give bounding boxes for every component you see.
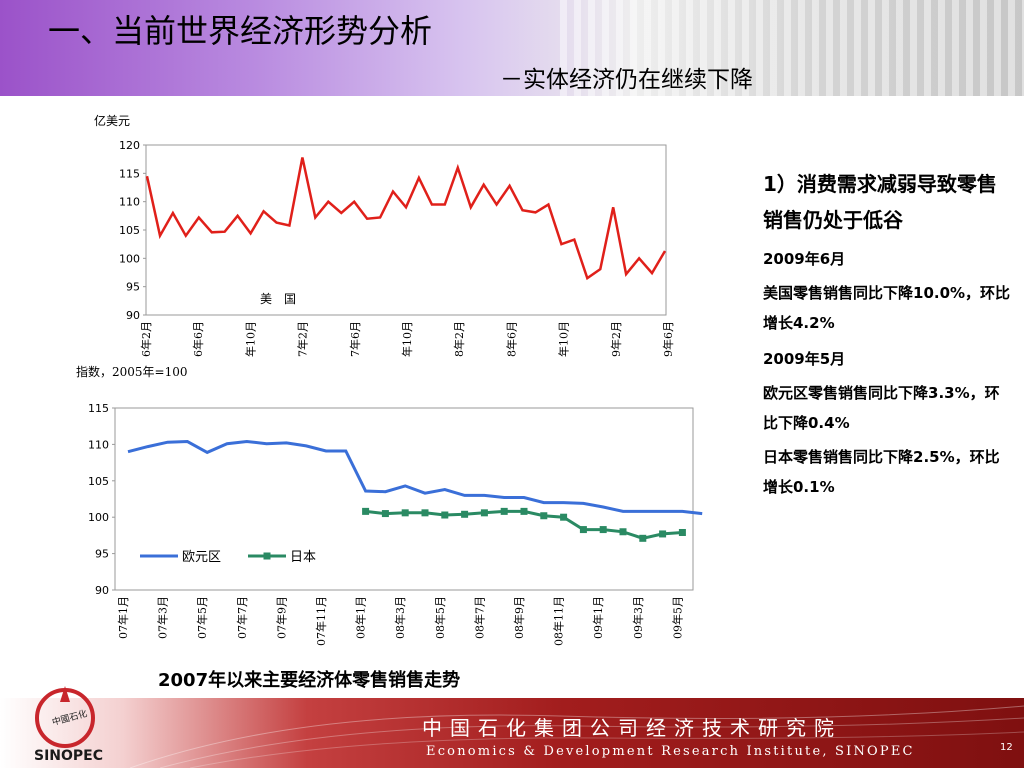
data-point-marker [362,507,370,515]
logo-text-en: SINOPEC [34,748,103,764]
x-tick-label: 07年5月 [195,596,209,639]
legend-jp-label: 日本 [290,550,316,565]
y-tick-label: 105 [88,475,109,488]
us-commentary: 美国零售销售同比下降10.0%，环比增长4.2% [763,284,1011,332]
x-tick-label: 09年5月 [670,596,684,639]
us-date: 2009年6月 [763,250,846,268]
data-point-marker [560,513,568,521]
us-chart-ylabel: 亿美元 [94,113,130,128]
x-tick-label: 6年6月 [191,321,205,357]
chart-caption: 2007年以来主要经济体零售销售走势 [158,670,461,691]
x-tick-label: 8年6月 [504,321,518,357]
data-point-marker [381,510,389,518]
data-point-marker [659,530,667,538]
jp-commentary: 日本零售销售同比下降2.5%，环比增长0.1% [763,448,1000,496]
eu-japan-retail-chart: 指数，2005年=100 90 95 100 105 110 115 07年1月 07年3月… [76,364,703,646]
data-point-marker [461,510,469,518]
x-tick-label: 08年9月 [512,596,526,639]
footer-decoration [129,705,1024,768]
eu-plot-area [114,407,694,591]
data-point-marker [421,509,429,517]
data-point-marker [520,507,528,515]
sinopec-logo: 中國石化 SINOPEC [34,686,103,764]
y-tick-label: 90 [126,309,140,322]
data-point-marker [480,509,488,517]
x-tick-label: 07年11月 [314,596,328,646]
x-tick-label: 08年5月 [433,596,447,639]
x-tick-label: 09年3月 [631,596,645,639]
x-tick-label: 07年1月 [116,596,130,639]
data-point-marker [579,526,587,534]
footer-banner [0,698,1024,768]
eu-date: 2009年5月 [763,350,846,368]
y-tick-label: 100 [119,252,140,265]
x-tick-label: 年10月 [243,321,257,357]
header-banner [0,0,1024,96]
data-point-marker [441,511,449,519]
x-tick-label: 08年1月 [354,596,368,639]
footer-org-cn: 中国石化集团公司经济技术研究院 [422,716,842,740]
y-tick-label: 115 [88,402,109,415]
x-tick-label: 08年11月 [552,596,566,646]
data-point-marker [619,528,627,536]
y-tick-label: 95 [95,548,109,561]
y-tick-label: 95 [126,281,140,294]
us-plot-area [145,144,667,316]
y-tick-label: 110 [119,196,140,209]
logo-text-cn: 中國石化 [51,707,89,728]
page-number: 12 [1000,742,1013,753]
y-tick-label: 100 [88,511,109,524]
x-tick-label: 07年9月 [274,596,288,639]
x-tick-label: 7年6月 [348,321,362,357]
y-tick-label: 105 [119,224,140,237]
data-point-marker [401,509,409,517]
y-tick-label: 110 [88,438,109,451]
page-title: 一、当前世界经济形势分析 [48,12,433,50]
x-tick-label: 07年7月 [235,596,249,639]
x-tick-label: 08年7月 [472,596,486,639]
x-tick-label: 7年2月 [296,321,310,357]
us-series-label: 美 国 [260,292,296,306]
x-tick-label: 年10月 [557,321,571,357]
eu-commentary: 欧元区零售销售同比下降3.3%，环比下降0.4% [763,384,1000,432]
y-tick-label: 90 [95,584,109,597]
x-tick-label: 6年2月 [139,321,153,357]
data-point-marker [639,534,647,542]
y-tick-label: 120 [119,139,140,152]
x-tick-label: 8年2月 [452,321,466,357]
x-tick-label: 年10月 [400,321,414,357]
data-point-marker [500,507,508,515]
commentary-heading: 1）消费需求减弱导致零售销售仍处于低谷 [763,172,997,232]
y-tick-label: 115 [119,167,140,180]
x-tick-label: 9年6月 [661,321,675,357]
chart-legend: 欧元区 日本 [140,550,316,565]
page-subtitle: －实体经济仍在继续下降 [500,67,753,93]
x-tick-label: 08年3月 [393,596,407,639]
data-point-marker [540,512,548,520]
x-tick-label: 9年2月 [609,321,623,357]
legend-eu-label: 欧元区 [182,550,221,565]
series-line-美国 [145,157,667,281]
x-tick-label: 07年3月 [156,596,170,639]
x-tick-label: 09年1月 [591,596,605,639]
legend-jp-marker [263,552,271,560]
data-point-marker [599,526,607,534]
header-stripes [560,0,1024,96]
eu-chart-ylabel: 指数，2005年=100 [76,364,188,379]
footer-org-en: Economics & Development Research Institu… [426,744,915,759]
series-line-欧元区 [127,439,703,516]
commentary-panel: 1）消费需求减弱导致零售销售仍处于低谷 2009年6月 美国零售销售同比下降10… [763,166,1013,502]
us-retail-chart: 亿美元 90 95 100 105 110 115 120 6年2月 6年6月 年10月 7年2月… [94,113,675,357]
data-point-marker [678,528,686,536]
